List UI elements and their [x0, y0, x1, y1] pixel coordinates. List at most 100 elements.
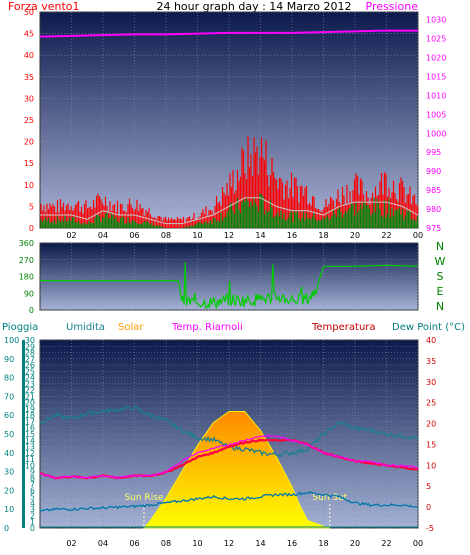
rain-tick-label: 28 [25, 349, 35, 358]
pressure-tick-label: 995 [426, 148, 441, 157]
temp-tick-label: 5 [426, 482, 431, 491]
rain-tick-label: 16 [25, 424, 35, 433]
temp-tick-label: 40 [426, 336, 436, 345]
legend-solar: Solar [118, 322, 144, 333]
temp-x-tick-label: 18 [318, 539, 328, 548]
pressure-tick-label: 1000 [426, 129, 446, 138]
humidity-tick-label: 10 [4, 505, 14, 514]
legend-rain: Pioggia [2, 322, 38, 333]
pressure-tick-label: 1015 [426, 72, 446, 81]
wind-tick-label: 25 [24, 116, 34, 125]
rain-tick-label: 18 [25, 411, 35, 420]
rain-tick-label: 22 [25, 386, 35, 395]
chart-title: 24 hour graph day : 14 Marzo 2012 [156, 0, 351, 13]
rain-tick-label: 5 [30, 493, 35, 502]
rain-tick-label: 14 [25, 436, 35, 445]
rain-tick-label: 6 [30, 486, 35, 495]
rain-tick-label: 23 [25, 380, 35, 389]
rain-tick-label: 26 [25, 361, 35, 370]
pressure-tick-label: 1025 [426, 35, 446, 44]
compass-letter: W [435, 255, 446, 268]
temp-tick-label: 25 [426, 399, 436, 408]
temp-tick-label: -5 [426, 524, 434, 533]
wind-x-tick-label: 06 [129, 231, 139, 240]
temp-tick-label: 10 [426, 461, 436, 470]
direction-tick-label: 360 [19, 239, 34, 248]
pressure-axis-label: Pressione [366, 0, 419, 13]
wind-x-tick-label: 18 [318, 231, 328, 240]
legend-humidity: Umidita [66, 322, 105, 333]
rain-tick-label: 29 [25, 342, 35, 351]
humidity-axis-bar [22, 340, 25, 528]
legend-dewpoint: Dew Point (°C) [392, 322, 465, 333]
humidity-tick-label: 90 [4, 355, 14, 364]
wind-tick-label: 0 [29, 224, 34, 233]
humidity-tick-label: 40 [4, 449, 14, 458]
wind-x-tick-label: 12 [224, 231, 234, 240]
compass-letter: E [437, 285, 444, 298]
rain-tick-label: 25 [25, 367, 35, 376]
pressure-tick-label: 1030 [426, 16, 446, 25]
pressure-tick-label: 985 [426, 186, 441, 195]
wind-direction-line [40, 262, 419, 310]
compass-letter: N [436, 300, 444, 313]
temp-x-tick-label: 02 [66, 539, 76, 548]
wind-tick-label: 10 [24, 181, 34, 190]
rain-tick-label: 7 [30, 480, 35, 489]
direction-tick-label: 270 [19, 256, 34, 265]
wind-x-tick-label: 20 [350, 231, 360, 240]
temp-x-tick-label: 12 [224, 539, 234, 548]
legend-feels-temp: Temp. Riarnoli [171, 322, 243, 333]
direction-tick-label: 180 [19, 273, 34, 282]
dewpoint-line [39, 490, 419, 512]
rain-tick-label: 20 [25, 399, 35, 408]
temp-x-tick-label: 04 [98, 539, 108, 548]
rain-tick-label: 10 [25, 461, 35, 470]
direction-tick-label: 0 [29, 306, 34, 315]
temp-x-tick-label: 20 [350, 539, 360, 548]
wind-x-tick-label: 10 [192, 231, 202, 240]
wind-tick-label: 30 [24, 94, 34, 103]
wind-tick-label: 35 [24, 73, 34, 82]
wind-tick-label: 5 [29, 202, 34, 211]
wind-axis-label: Forza vento1 [8, 0, 80, 13]
sunrise-marker-label: Sun Rise [124, 493, 163, 503]
humidity-tick-label: 80 [4, 374, 14, 383]
pressure-tick-label: 975 [426, 224, 441, 233]
wind-tick-label: 50 [24, 8, 34, 17]
wind-tick-label: 40 [24, 51, 34, 60]
pressure-tick-label: 1005 [426, 110, 446, 119]
temp-x-tick-label: 06 [129, 539, 139, 548]
rain-tick-label: 15 [25, 430, 35, 439]
wind-tick-label: 20 [24, 138, 34, 147]
rain-tick-label: 21 [25, 392, 35, 401]
temp-x-tick-label: 22 [381, 539, 391, 548]
wind-x-tick-label: 14 [255, 231, 265, 240]
wind-x-tick-label: 04 [98, 231, 108, 240]
temp-x-tick-label: 14 [255, 539, 265, 548]
rain-tick-label: 27 [25, 355, 35, 364]
wind-mean-line [40, 197, 419, 225]
temp-x-tick-label: 16 [287, 539, 297, 548]
rain-tick-label: 17 [25, 417, 35, 426]
pressure-tick-label: 990 [426, 167, 441, 176]
rain-tick-label: 8 [30, 474, 35, 483]
temp-tick-label: 30 [426, 378, 436, 387]
humidity-tick-label: 70 [4, 392, 14, 401]
humidity-tick-label: 30 [4, 468, 14, 477]
rain-tick-label: 9 [30, 468, 35, 477]
humidity-tick-label: 100 [4, 336, 19, 345]
temp-x-tick-label: 08 [161, 539, 171, 548]
pressure-line [39, 29, 418, 38]
temp-x-tick-label: 00 [413, 539, 423, 548]
rain-tick-label: 13 [25, 443, 35, 452]
rain-tick-label: 2 [30, 511, 35, 520]
humidity-tick-label: 60 [4, 411, 14, 420]
direction-tick-label: 90 [24, 289, 34, 298]
feels-temp-line [39, 434, 419, 480]
rain-tick-label: 24 [25, 374, 35, 383]
legend-temperature: Temperatura [311, 322, 376, 333]
